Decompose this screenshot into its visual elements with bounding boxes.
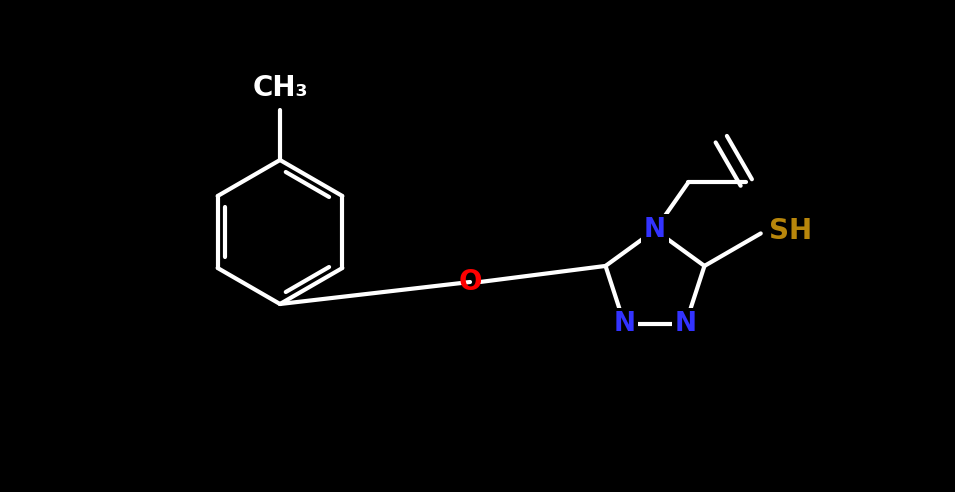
Text: N: N xyxy=(644,217,666,243)
Text: SH: SH xyxy=(769,217,812,246)
Text: N: N xyxy=(613,311,635,337)
Text: CH₃: CH₃ xyxy=(252,74,308,102)
Text: O: O xyxy=(458,268,481,296)
Text: N: N xyxy=(674,311,696,337)
